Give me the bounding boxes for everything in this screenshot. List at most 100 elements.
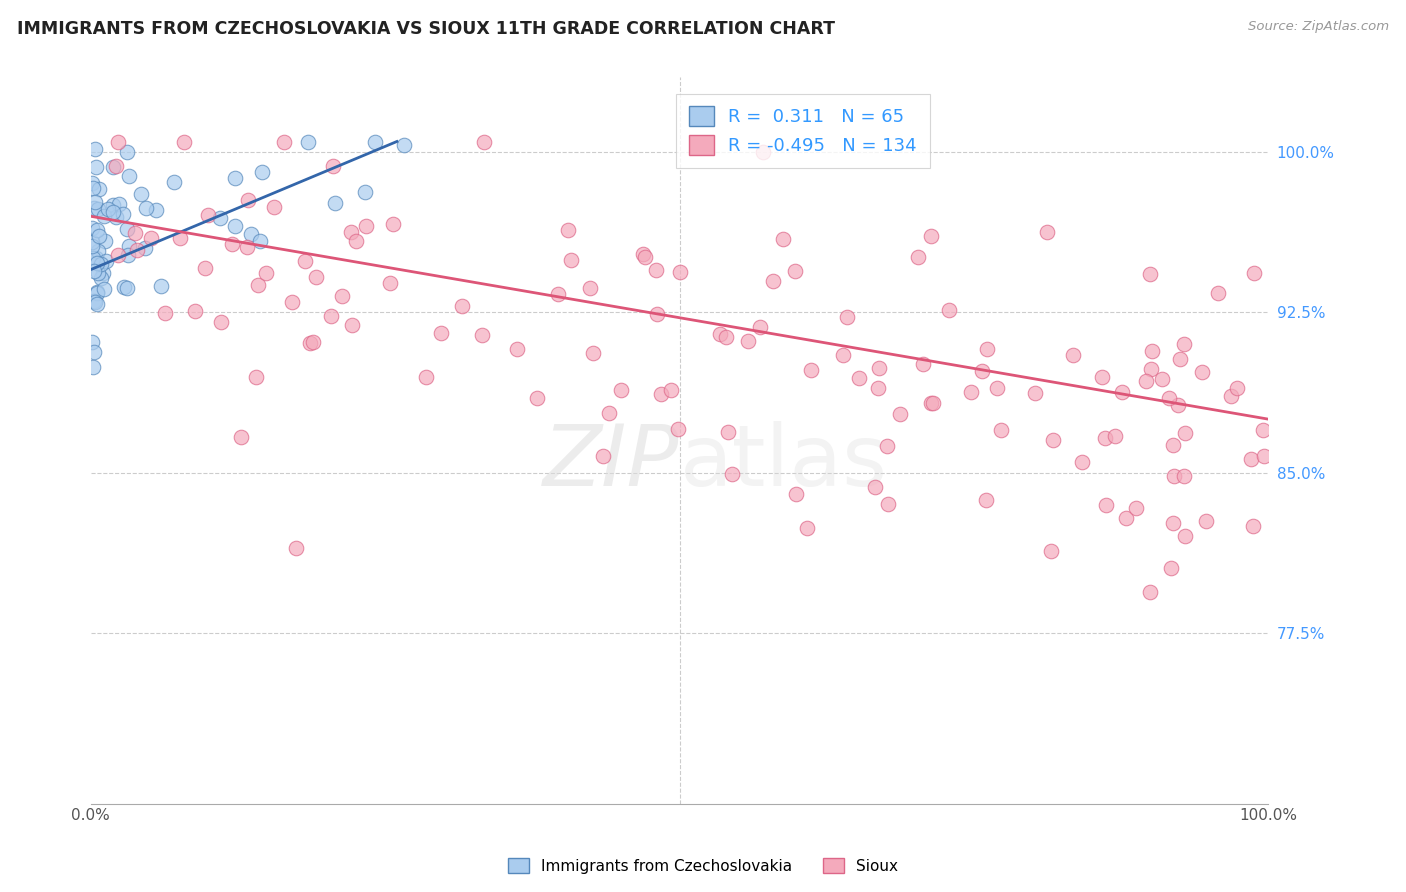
Point — [249, 234, 271, 248]
Point — [193, 260, 215, 275]
Point — [800, 363, 823, 377]
Point — [650, 386, 672, 401]
Point — [82, 180, 104, 194]
Point — [254, 266, 277, 280]
Point — [868, 360, 890, 375]
Point — [86, 267, 108, 281]
Point — [976, 342, 998, 356]
Point — [1167, 398, 1189, 412]
Point — [87, 228, 110, 243]
Point — [1139, 267, 1161, 281]
Point — [84, 160, 107, 174]
Point — [868, 380, 890, 394]
Point — [80, 176, 103, 190]
Point — [83, 201, 105, 215]
Point — [134, 241, 156, 255]
Point — [135, 201, 157, 215]
Point — [84, 142, 107, 156]
Point — [471, 328, 494, 343]
Point — [669, 264, 692, 278]
Point — [1163, 516, 1185, 530]
Point — [94, 235, 117, 249]
Point — [294, 254, 316, 268]
Point — [848, 371, 870, 385]
Point — [837, 310, 859, 324]
Point — [1174, 426, 1197, 441]
Point — [666, 422, 689, 436]
Point — [141, 231, 163, 245]
Point — [103, 198, 125, 212]
Point — [717, 425, 740, 440]
Point — [93, 209, 115, 223]
Point — [305, 269, 328, 284]
Point — [90, 271, 112, 285]
Point — [94, 253, 117, 268]
Point — [197, 209, 219, 223]
Point — [1094, 431, 1116, 445]
Point — [1226, 381, 1249, 395]
Point — [169, 231, 191, 245]
Point — [1219, 389, 1241, 403]
Point — [87, 202, 110, 216]
Point — [547, 287, 569, 301]
Point — [354, 186, 377, 200]
Text: IMMIGRANTS FROM CZECHOSLOVAKIA VS SIOUX 11TH GRADE CORRELATION CHART: IMMIGRANTS FROM CZECHOSLOVAKIA VS SIOUX … — [17, 20, 835, 37]
Point — [84, 195, 107, 210]
Point — [877, 497, 900, 511]
Point — [1163, 469, 1185, 483]
Point — [104, 159, 127, 173]
Legend: R =  0.311   N = 65, R = -0.495   N = 134: R = 0.311 N = 65, R = -0.495 N = 134 — [676, 94, 929, 168]
Point — [93, 282, 115, 296]
Point — [1135, 374, 1157, 388]
Point — [472, 135, 495, 149]
Point — [392, 138, 415, 153]
Point — [1241, 519, 1264, 533]
Point — [301, 334, 323, 349]
Text: atlas: atlas — [679, 421, 887, 504]
Point — [714, 330, 737, 344]
Point — [108, 197, 131, 211]
Point — [281, 295, 304, 310]
Point — [250, 164, 273, 178]
Point — [922, 395, 945, 409]
Point — [557, 222, 579, 236]
Point — [208, 211, 231, 225]
Point — [762, 274, 785, 288]
Point — [86, 222, 108, 236]
Point — [344, 234, 367, 248]
Point — [82, 251, 104, 265]
Point — [263, 200, 285, 214]
Point — [1062, 348, 1084, 362]
Point — [920, 396, 942, 410]
Point — [645, 263, 668, 277]
Point — [579, 281, 602, 295]
Point — [83, 345, 105, 359]
Point — [1160, 561, 1182, 575]
Point — [221, 236, 243, 251]
Point — [239, 227, 262, 241]
Point — [749, 320, 772, 334]
Point — [876, 439, 898, 453]
Point — [325, 195, 347, 210]
Point — [832, 348, 855, 362]
Point — [610, 383, 633, 397]
Point — [129, 187, 152, 202]
Point — [86, 285, 108, 299]
Point — [321, 309, 343, 323]
Point — [1251, 423, 1274, 437]
Point — [721, 467, 744, 481]
Point — [80, 335, 103, 350]
Point — [364, 135, 387, 149]
Point — [986, 381, 1008, 395]
Point — [1091, 370, 1114, 384]
Point — [976, 493, 998, 508]
Point — [1206, 286, 1229, 301]
Point — [1042, 433, 1064, 447]
Point — [1253, 449, 1275, 463]
Point — [118, 239, 141, 253]
Point — [1240, 452, 1263, 467]
Point — [378, 276, 401, 290]
Point — [101, 205, 124, 219]
Point — [1036, 225, 1059, 239]
Point — [90, 256, 112, 270]
